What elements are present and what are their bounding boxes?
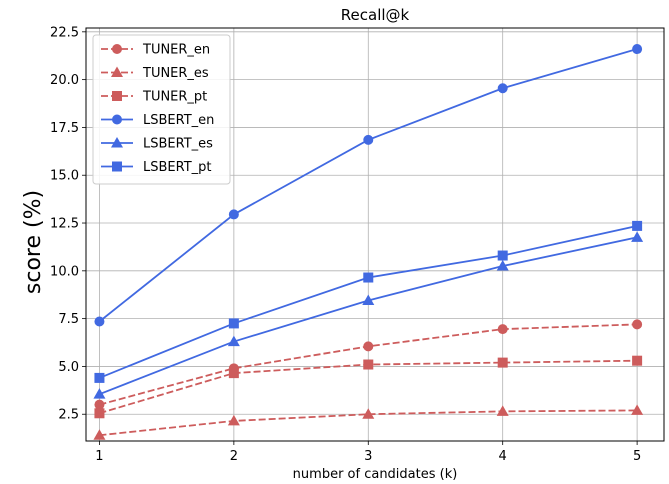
data-point-tuner-en [497, 324, 508, 335]
legend-label-tuner-en: TUNER_en [142, 43, 210, 58]
y-tick-label: 15.0 [50, 169, 79, 184]
legend-item-lsbert-pt: LSBERT_pt [101, 160, 212, 175]
data-point-tuner-es [496, 405, 509, 416]
plot-frame [85, 27, 665, 442]
y-tick-label: 22.5 [50, 25, 79, 40]
x-tick-label: 5 [633, 449, 641, 464]
data-point-tuner-pt [632, 355, 643, 366]
x-axis-label: number of candidates (k) [293, 467, 458, 482]
legend-marker-lsbert-pt [112, 161, 122, 172]
legend-label-lsbert-es: LSBERT_es [143, 137, 213, 152]
legend-item-tuner-en: TUNER_en [101, 43, 210, 58]
legend-label-lsbert-en: LSBERT_en [143, 113, 214, 128]
data-point-tuner-pt [228, 368, 239, 379]
data-point-lsbert-en [94, 316, 105, 327]
legend-marker-lsbert-es [111, 137, 123, 148]
legend-marker-tuner-es [111, 66, 123, 77]
series-lsbert-pt [94, 220, 643, 383]
data-point-lsbert-pt [94, 372, 105, 383]
legend-item-tuner-pt: TUNER_pt [101, 90, 207, 105]
series-lsbert-es [93, 231, 644, 399]
legend-label-lsbert-pt: LSBERT_pt [143, 160, 212, 175]
y-tick-label: 2.5 [58, 408, 79, 423]
data-point-tuner-pt [497, 357, 508, 368]
x-tick-label: 2 [230, 449, 238, 464]
data-point-lsbert-en [363, 134, 374, 145]
data-point-tuner-es [362, 408, 375, 419]
chart-title: Recall@k [341, 6, 410, 24]
legend-item-tuner-es: TUNER_es [101, 66, 209, 81]
data-point-lsbert-es [496, 260, 509, 271]
data-point-lsbert-en [632, 44, 643, 55]
data-point-tuner-es [227, 414, 240, 426]
y-tick-label: 10.0 [50, 264, 79, 279]
data-point-tuner-en [632, 319, 643, 330]
data-point-lsbert-es [93, 388, 106, 399]
data-point-tuner-es [631, 404, 644, 415]
data-point-lsbert-pt [228, 318, 239, 329]
data-point-tuner-en [94, 399, 105, 410]
legend-label-tuner-es: TUNER_es [142, 66, 209, 81]
x-tick-label: 1 [95, 449, 103, 464]
series-tuner-pt [94, 355, 643, 419]
data-point-lsbert-es [631, 231, 644, 242]
y-axis-label: score (%) [21, 190, 46, 294]
y-tick-label: 5.0 [58, 360, 79, 375]
legend-label-tuner-pt: TUNER_pt [142, 90, 207, 105]
legend-marker-tuner-en [112, 44, 122, 54]
ticks: 1 2 3 4 5 2.5 5.0 7.5 10.0 12.5 15.0 17.5 20.0 22.5 [50, 25, 641, 464]
y-tick-label: 12.5 [50, 217, 79, 232]
x-tick-label: 4 [499, 449, 507, 464]
data-point-tuner-en [363, 341, 374, 352]
data-point-lsbert-pt [497, 250, 508, 261]
legend-item-lsbert-es: LSBERT_es [101, 137, 213, 152]
data-point-lsbert-es [227, 335, 240, 347]
series-line-tuner-es [99, 409, 638, 437]
data-point-lsbert-en [497, 83, 508, 94]
data-point-lsbert-en [228, 209, 239, 220]
x-tick-label: 3 [364, 449, 372, 464]
y-tick-label: 7.5 [58, 312, 79, 327]
series-lsbert-en [94, 44, 643, 327]
y-tick-label: 20.0 [50, 73, 79, 88]
data-point-lsbert-es [362, 294, 375, 305]
data-point-tuner-pt [363, 359, 374, 370]
data-point-tuner-es [93, 429, 106, 440]
series-layer [93, 44, 644, 440]
legend: TUNER_en TUNER_es TUNER_pt LSBERT_en LSBERT_… [92, 34, 231, 185]
legend-marker-lsbert-en [112, 114, 122, 125]
y-tick-label: 17.5 [50, 121, 79, 136]
legend-item-lsbert-en: LSBERT_en [101, 113, 214, 128]
data-point-lsbert-pt [632, 220, 643, 231]
series-tuner-es [93, 404, 644, 440]
data-point-lsbert-pt [363, 272, 374, 283]
legend-marker-tuner-pt [112, 91, 122, 101]
data-point-tuner-pt [94, 408, 105, 419]
